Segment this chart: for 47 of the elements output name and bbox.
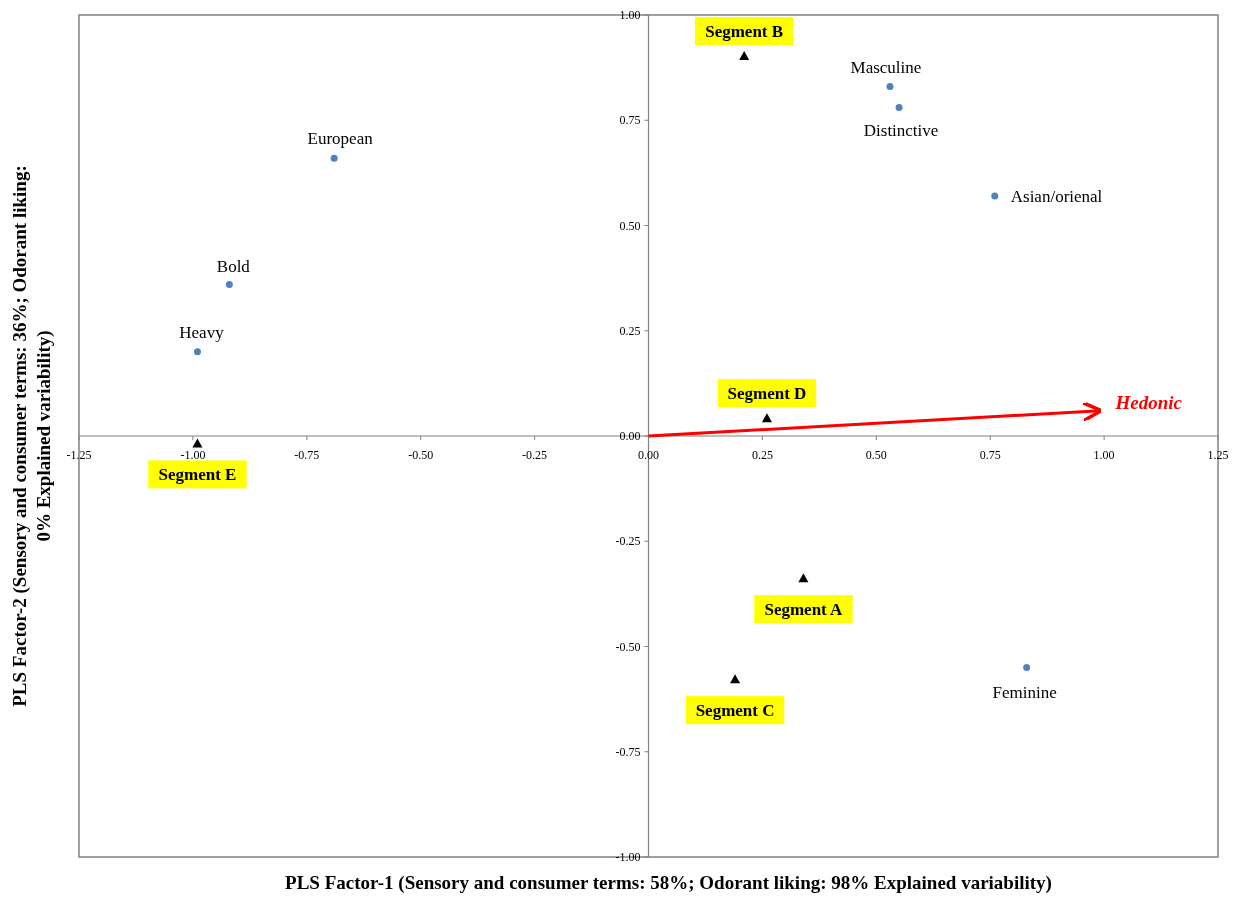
point (330, 154, 338, 162)
point (225, 280, 233, 288)
annotation: Heavy (179, 322, 225, 342)
annotation: European (307, 129, 374, 149)
annotation: Segment B (705, 22, 784, 42)
x-tick-label: 1.00 (1093, 448, 1115, 462)
annotation: Distinctive (863, 120, 939, 140)
annotation: Masculine (850, 57, 922, 77)
x-tick-label: -1.00 (180, 448, 206, 462)
y-axis-title: PLS Factor-2 (Sensory and consumer terms: 36%; Odorant liking: 0% Explained variability) (9, 165, 55, 707)
x-tick-label: 0.50 (865, 448, 887, 462)
y-tick-label: 1.00 (619, 8, 641, 22)
x-tick-label: -0.25 (522, 448, 548, 462)
annotation: Segment A (764, 600, 844, 620)
x-tick-label: 0.25 (751, 448, 773, 462)
x-axis-title: PLS Factor-1 (Sensory and consumer terms: 58%; Odorant liking: 98% Explained variability) (285, 872, 1052, 894)
x-tick-label: -0.50 (408, 448, 434, 462)
x-tick-label: 0.00 (638, 448, 659, 462)
annotation: Asian/orienal (1010, 187, 1103, 207)
x-tick-label: -0.75 (294, 448, 320, 462)
y-tick-label: -1.00 (615, 850, 641, 864)
point (193, 348, 201, 356)
y-tick-label: 0.25 (619, 323, 641, 338)
x-tick-label: 0.75 (979, 448, 1001, 462)
y-tick-label: -0.50 (615, 639, 641, 654)
point (192, 438, 203, 448)
point (730, 674, 741, 684)
point (895, 104, 903, 112)
annotation: Hedonic (1114, 391, 1183, 413)
y-tick-label: 0.00 (619, 429, 641, 443)
x-tick-label: -1.25 (66, 448, 92, 462)
annotation: Bold (216, 257, 251, 277)
annotation: Segment D (727, 384, 807, 404)
point (739, 51, 750, 61)
annotation: Segment C (695, 701, 775, 721)
annotation: Segment E (158, 465, 237, 485)
point (886, 83, 894, 91)
point (1023, 664, 1031, 672)
annotation: Feminine (992, 682, 1057, 702)
y-tick-label: 0.50 (619, 218, 641, 233)
point (761, 413, 772, 423)
y-tick-label: -0.25 (615, 534, 641, 549)
y-tick-label: 0.75 (619, 113, 641, 128)
y-tick-label: -0.75 (615, 744, 641, 759)
point (798, 573, 809, 583)
point (991, 192, 999, 200)
x-tick-label: 1.25 (1207, 448, 1229, 462)
